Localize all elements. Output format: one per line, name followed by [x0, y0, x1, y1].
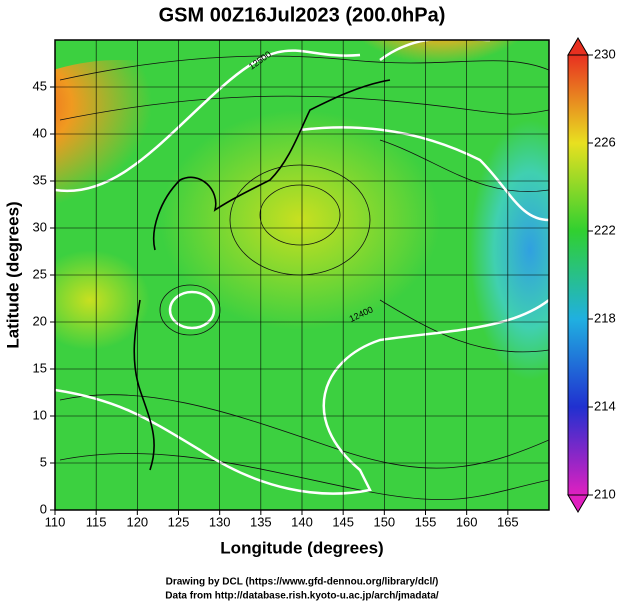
x-tick-label: 140 [291, 514, 313, 529]
grid [54, 40, 549, 511]
x-tick-label: 125 [168, 514, 190, 529]
y-tick-label: 35 [33, 172, 47, 187]
x-tick-label: 130 [209, 514, 231, 529]
colorbar-end [567, 494, 589, 513]
footer: Data from http://database.rish.kyoto-u.a… [165, 591, 439, 602]
colorbar-tick-label: 230 [594, 46, 616, 61]
y-tick-label: 25 [33, 266, 47, 281]
x-axis-label: Longitude (degrees) [220, 538, 383, 557]
x-tick-label: 155 [415, 514, 437, 529]
colorbar-tick-label: 218 [594, 310, 616, 325]
x-tick-label: 150 [373, 514, 395, 529]
x-tick-label: 165 [497, 514, 519, 529]
footer: Drawing by DCL (https://www.gfd-dennou.o… [166, 577, 439, 588]
chart-title: GSM 00Z16Jul2023 (200.0hPa) [159, 4, 446, 26]
x-tick-label: 120 [126, 514, 148, 529]
y-tick-label: 20 [33, 313, 47, 328]
colorbar-tick-label: 222 [594, 222, 616, 237]
x-tick-label: 145 [332, 514, 354, 529]
colorbar-tick-label: 210 [594, 486, 616, 501]
y-tick-label: 30 [33, 219, 47, 234]
y-tick-label: 15 [33, 360, 47, 375]
colorbar-tick-label: 214 [594, 398, 616, 413]
coastline [133, 79, 391, 471]
y-tick-label: 0 [40, 501, 47, 516]
colorbar-tick-label: 226 [594, 134, 616, 149]
y-axis-label: Latitude (degrees) [3, 201, 22, 348]
colorbar [567, 54, 589, 496]
y-tick-label: 45 [33, 78, 47, 93]
x-tick-label: 115 [86, 514, 107, 529]
colorbar-end [567, 37, 589, 56]
y-tick-label: 10 [33, 407, 47, 422]
x-tick-label: 135 [250, 514, 272, 529]
y-tick-label: 40 [33, 125, 47, 140]
field [55, 40, 549, 510]
x-tick-label: 110 [45, 514, 66, 529]
y-tick-label: 5 [40, 454, 47, 469]
x-tick-label: 160 [456, 514, 478, 529]
contours [55, 40, 549, 495]
